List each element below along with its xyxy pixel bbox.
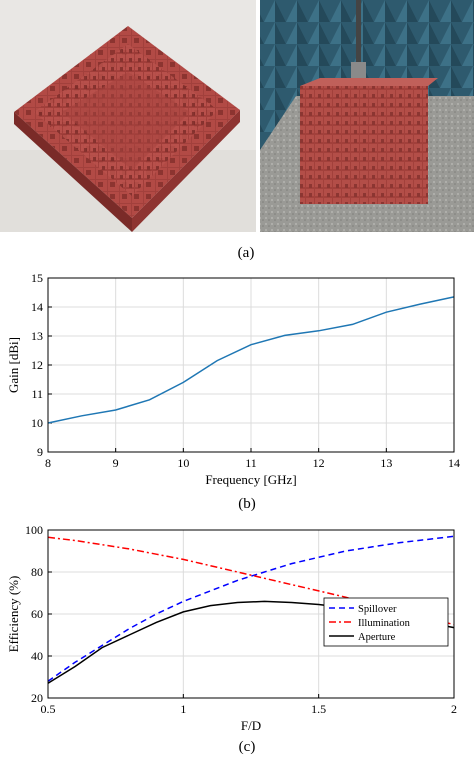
x-tick-label: 12 (313, 456, 325, 470)
x-tick-label: 13 (380, 456, 392, 470)
caption: (b) (238, 496, 256, 512)
y-tick-label: 13 (31, 329, 43, 343)
efficiency-chart: 0.5 1 1.5 2 20 40 60 80 100 F/D Efficiency (%) (c) S… (6, 523, 457, 755)
y-tick-label: 14 (31, 300, 43, 314)
series-line-0 (47, 296, 455, 424)
x-tick-label: 11 (245, 456, 257, 470)
legend-label-illumination: Illumination (358, 618, 411, 629)
y-tick-label: 15 (31, 271, 43, 285)
y-tick-label: 20 (31, 691, 43, 705)
x-axis-label: F/D (241, 718, 261, 733)
x-tick-label: 10 (177, 456, 189, 470)
y-tick-label: 100 (25, 523, 43, 537)
panel-b: 8 9 10 11 12 13 14 9 10 11 12 13 14 15 Frequency [GHz]… (0, 268, 474, 518)
x-tick-label: 1 (180, 702, 186, 716)
panel-a: (a) (0, 0, 474, 268)
y-tick-label: 12 (31, 358, 43, 372)
y-tick-label: 10 (31, 416, 43, 430)
y-tick-label: 60 (31, 607, 43, 621)
panel-c: 0.5 1 1.5 2 20 40 60 80 100 F/D Efficiency (%) (c) S… (0, 518, 474, 755)
plot-frame (47, 529, 455, 699)
x-tick-label: 0.5 (41, 702, 56, 716)
x-axis-label: Frequency [GHz] (205, 472, 296, 487)
x-tick-label: 2 (451, 702, 457, 716)
legend-label-aperture: Aperture (358, 632, 396, 643)
series-line-spillover (47, 535, 455, 682)
plot-frame (47, 277, 455, 453)
y-axis-label: Efficiency (%) (6, 576, 21, 653)
x-tick-label: 14 (448, 456, 460, 470)
legend: Spillover Illumination Aperture (323, 597, 449, 647)
x-tick-label: 8 (45, 456, 51, 470)
x-tick-label: 1.5 (311, 702, 326, 716)
x-tick-label: 9 (113, 456, 119, 470)
photo-lens-measurement (260, 0, 474, 232)
caption-a: (a) (238, 245, 255, 261)
y-tick-label: 80 (31, 565, 43, 579)
y-tick-label: 11 (31, 387, 43, 401)
legend-label-spillover: Spillover (358, 604, 397, 615)
caption: (c) (239, 739, 256, 755)
panel-a-graphic: (a) (0, 0, 474, 261)
y-tick-label: 40 (31, 649, 43, 663)
y-tick-label: 9 (37, 445, 43, 459)
y-axis-label: Gain [dBi] (6, 337, 21, 393)
photo-lens-top-view (0, 0, 256, 232)
